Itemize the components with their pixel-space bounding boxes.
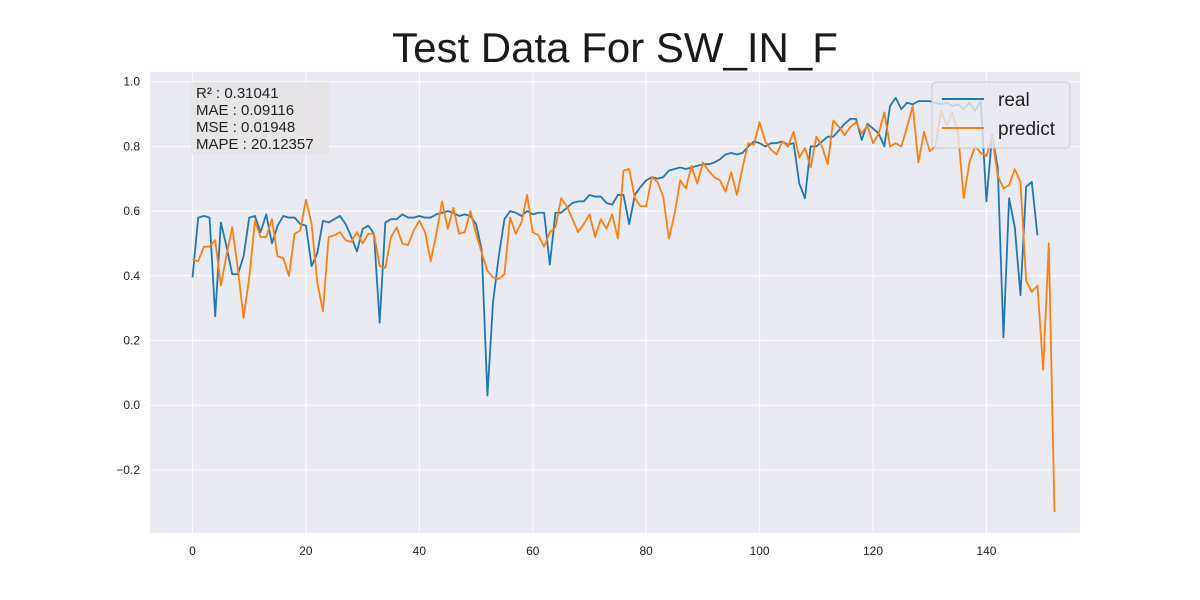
- y-tick-label: 0.4: [123, 269, 140, 283]
- legend-label-predict: predict: [998, 119, 1056, 140]
- grid-lines: [150, 72, 1080, 533]
- x-tick-label: 20: [299, 544, 313, 558]
- y-tick-label: 0.6: [123, 204, 140, 218]
- y-tick-label: 0.0: [123, 398, 140, 412]
- stats-box: R² : 0.31041 MAE : 0.09116 MSE : 0.01948…: [191, 82, 329, 154]
- stat-mape: MAPE : 20.12357: [196, 136, 314, 153]
- x-tick-label: 40: [413, 544, 427, 558]
- legend: real predict: [931, 81, 1071, 149]
- x-tick-label: 140: [976, 544, 996, 558]
- y-tick-label: 1.0: [123, 75, 140, 89]
- chart-title: Test Data For SW_IN_F: [392, 24, 838, 71]
- x-tick-label: 80: [640, 544, 654, 558]
- x-tick-label: 60: [526, 544, 540, 558]
- stat-mse: MSE : 0.01948: [196, 119, 295, 136]
- series-line-predict: [192, 105, 1056, 512]
- x-tick-label: 0: [189, 544, 196, 558]
- x-tick-label: 120: [863, 544, 883, 558]
- y-tick-label: 0.2: [123, 334, 140, 348]
- series-lines: [191, 96, 1056, 512]
- y-tick-label: −0.2: [116, 463, 140, 477]
- y-axis-ticks: −0.2 0.0 0.2 0.4 0.6 0.8 1.0: [116, 75, 140, 477]
- x-axis-ticks: 0 20 40 60 80 100 120 140: [189, 544, 997, 558]
- stat-mae: MAE : 0.09116: [196, 102, 294, 119]
- series-line-real: [191, 96, 1039, 397]
- y-tick-label: 0.8: [123, 139, 140, 153]
- legend-label-real: real: [998, 90, 1030, 111]
- stats-box-background: [191, 82, 329, 154]
- x-tick-label: 100: [750, 544, 770, 558]
- stat-r2: R² : 0.31041: [196, 85, 279, 102]
